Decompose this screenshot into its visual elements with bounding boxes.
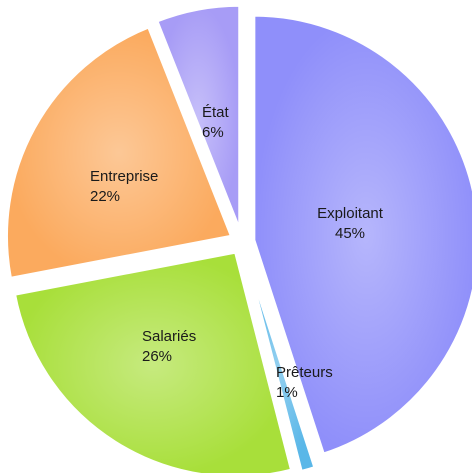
slice-label-name: État (202, 104, 230, 121)
pie-labels: Exploitant 45% Prêteurs 1% Salariés 26% Entrep… (90, 104, 384, 401)
slice-label-name: Prêteurs (276, 364, 333, 381)
slice-label-name: Salariés (142, 328, 196, 345)
slice-label: Exploitant 45% (317, 205, 384, 242)
pie-slice-highlight (253, 15, 472, 455)
slice-label-value: 45% (335, 225, 365, 242)
pie-slice-highlight (14, 252, 292, 473)
slice-label: Prêteurs 1% (276, 364, 333, 401)
slice-label-name: Exploitant (317, 205, 384, 222)
slice-label-value: 26% (142, 348, 172, 365)
slice-label: Entreprise 22% (90, 168, 158, 205)
slice-label: État 6% (202, 104, 230, 141)
slice-label: Salariés 26% (142, 328, 196, 365)
pie-slice-highlight (156, 5, 240, 231)
pie-slices (5, 3, 472, 473)
pie-slice-highlight (245, 253, 315, 472)
slice-label-name: Entreprise (90, 168, 158, 185)
slice-label-value: 1% (276, 384, 298, 401)
slice-label-value: 6% (202, 124, 224, 141)
slice-label-value: 22% (90, 188, 120, 205)
pie-slice-highlight (6, 27, 232, 279)
